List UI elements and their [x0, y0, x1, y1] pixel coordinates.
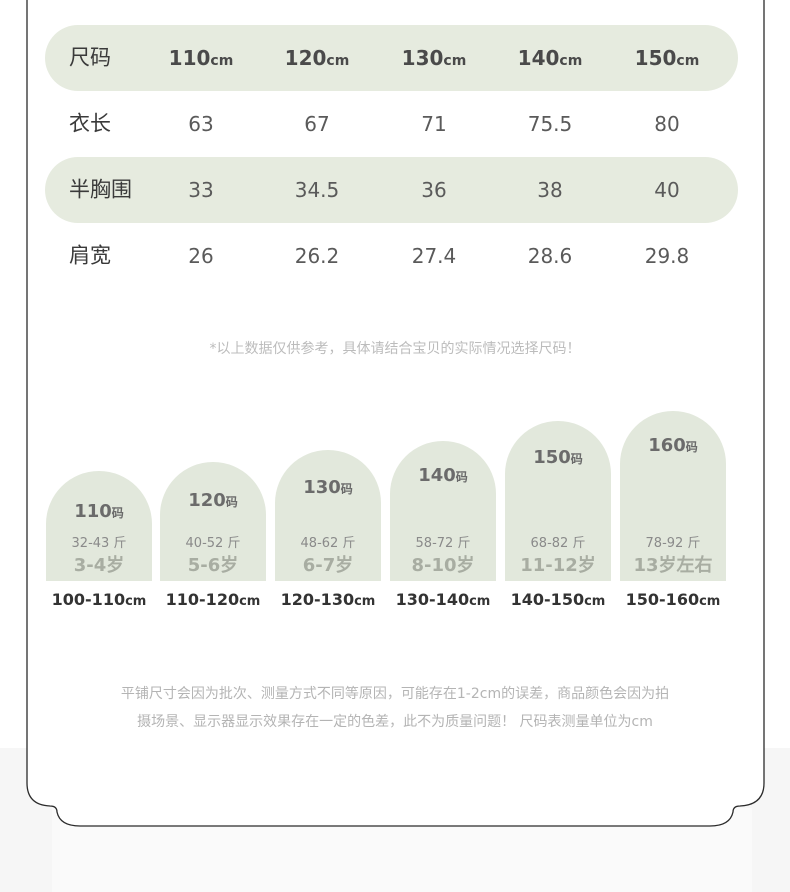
- size-header-cell: 120cm: [284, 46, 350, 70]
- size-guide-card: 120码 40-52 斤 5-6岁: [160, 462, 266, 581]
- table-header-row: 尺码 110cm 120cm 130cm 140cm 150cm: [45, 25, 738, 91]
- guide-weight: 32-43 斤: [71, 536, 127, 551]
- height-range-label: 110-120cm: [165, 590, 261, 609]
- table-cell: 26.2: [294, 244, 340, 268]
- table-cell: 26: [188, 244, 214, 268]
- table-cell: 75.5: [527, 112, 573, 136]
- guide-weight: 78-92 斤: [645, 536, 701, 551]
- size-guide-card: 110码 32-43 斤 3-4岁: [46, 471, 152, 581]
- guide-size: 150码: [533, 447, 583, 468]
- height-range-label: 120-130cm: [280, 590, 376, 609]
- guide-weight: 68-82 斤: [530, 536, 586, 551]
- table-cell: 36: [421, 178, 447, 202]
- table-row-chest: 半胸围 33 34.5 36 38 40: [45, 157, 738, 223]
- size-header-cell: 150cm: [634, 46, 700, 70]
- table-cell: 80: [654, 112, 680, 136]
- guide-size: 110码: [74, 501, 124, 522]
- size-header-cell: 130cm: [401, 46, 467, 70]
- table-cell: 67: [304, 112, 330, 136]
- row-label: 半胸围: [69, 177, 132, 202]
- table-cell: 28.6: [527, 244, 573, 268]
- guide-size: 140码: [418, 465, 468, 486]
- row-label: 肩宽: [69, 243, 111, 268]
- table-cell: 33: [188, 178, 214, 202]
- table-cell: 71: [421, 112, 447, 136]
- table-row-shoulder: 肩宽 26 26.2 27.4 28.6 29.8: [45, 223, 738, 289]
- guide-weight: 40-52 斤: [185, 536, 241, 551]
- size-header-label: 尺码: [69, 45, 111, 70]
- size-header-cell: 110cm: [168, 46, 234, 70]
- size-guide-card: 130码 48-62 斤 6-7岁: [275, 450, 381, 581]
- size-header-cell: 140cm: [517, 46, 583, 70]
- size-guide-card: 140码 58-72 斤 8-10岁: [390, 441, 496, 581]
- table-row-length: 衣长 63 67 71 75.5 80: [45, 91, 738, 157]
- size-guide-card: 150码 68-82 斤 11-12岁: [505, 421, 611, 581]
- size-table: 尺码 110cm 120cm 130cm 140cm 150cm 衣长 63 6…: [45, 25, 738, 289]
- table-cell: 38: [537, 178, 563, 202]
- guide-age: 5-6岁: [187, 555, 239, 576]
- measurement-disclaimer: 平铺尺寸会因为批次、测量方式不同等原因，可能存在1-2cm的误差，商品颜色会因为…: [60, 680, 730, 736]
- guide-weight: 58-72 斤: [415, 536, 471, 551]
- guide-age: 11-12岁: [520, 555, 596, 576]
- guide-size: 160码: [648, 435, 698, 456]
- disclaimer-line: 摄场景、显示器显示效果存在一定的色差，此不为质量问题！ 尺码表测量单位为cm: [137, 714, 653, 730]
- height-range-label: 150-160cm: [625, 590, 721, 609]
- height-range-label: 100-110cm: [51, 590, 147, 609]
- guide-age: 6-7岁: [302, 555, 354, 576]
- guide-age: 8-10岁: [411, 555, 475, 576]
- guide-age: 3-4岁: [73, 555, 125, 576]
- size-guide-card: 160码 78-92 斤 13岁左右: [620, 411, 726, 581]
- table-cell: 29.8: [644, 244, 690, 268]
- table-cell: 40: [654, 178, 680, 202]
- reference-note: *以上数据仅供参考，具体请结合宝贝的实际情况选择尺码！: [209, 341, 581, 357]
- table-cell: 34.5: [294, 178, 340, 202]
- row-label: 衣长: [69, 111, 111, 136]
- guide-size: 130码: [303, 477, 353, 498]
- guide-age: 13岁左右: [633, 555, 713, 576]
- height-range-label: 130-140cm: [395, 590, 491, 609]
- height-range-label: 140-150cm: [510, 590, 606, 609]
- guide-size: 120码: [188, 490, 238, 511]
- table-cell: 27.4: [411, 244, 457, 268]
- table-cell: 63: [188, 112, 214, 136]
- disclaimer-line: 平铺尺寸会因为批次、测量方式不同等原因，可能存在1-2cm的误差，商品颜色会因为…: [120, 686, 670, 702]
- guide-weight: 48-62 斤: [300, 536, 356, 551]
